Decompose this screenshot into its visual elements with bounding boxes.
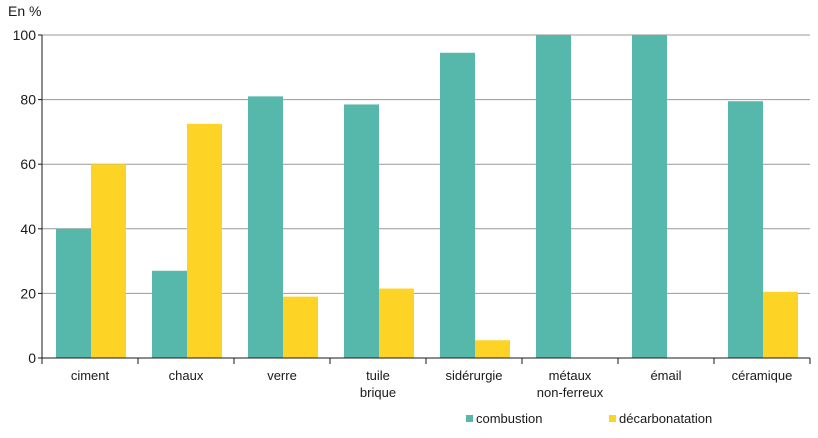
- x-category-label: non-ferreux: [537, 385, 604, 400]
- y-tick-label: 60: [20, 156, 36, 172]
- bar-décarbonatation: [283, 296, 318, 358]
- y-tick-label: 20: [20, 285, 36, 301]
- y-tick-label: 40: [20, 221, 36, 237]
- legend: combustion décarbonatation: [466, 411, 712, 426]
- y-tick-label: 0: [28, 350, 36, 366]
- x-category-label: métaux: [549, 368, 592, 383]
- y-axis-ticks: 0 20 40 60 80 100: [13, 27, 37, 366]
- bar-combustion: [728, 101, 763, 358]
- bars: [56, 35, 798, 359]
- x-category-label: verre: [267, 368, 297, 383]
- x-category-label: émail: [650, 368, 681, 383]
- bar-combustion: [632, 35, 667, 358]
- bar-combustion: [152, 270, 187, 358]
- bar-combustion: [344, 104, 379, 358]
- x-category-label: céramique: [732, 368, 793, 383]
- bar-combustion: [440, 52, 475, 358]
- x-category-label: brique: [360, 385, 396, 400]
- y-tick-label: 80: [20, 92, 36, 108]
- x-axis: [38, 34, 811, 364]
- x-category-label: ciment: [71, 368, 110, 383]
- x-category-label: chaux: [169, 368, 204, 383]
- legend-swatch-décarbonatation: [609, 415, 616, 422]
- grid-lines: [42, 34, 810, 294]
- bar-décarbonatation: [91, 164, 126, 358]
- bar-combustion: [56, 228, 91, 358]
- x-axis-categories: ciment chaux verre tuile brique sidérurgie mét…: [71, 368, 793, 400]
- y-unit-label: En %: [8, 3, 41, 19]
- bar-combustion: [248, 96, 283, 359]
- legend-label-décarbonatation: décarbonatation: [619, 411, 712, 426]
- y-tick-label: 100: [13, 27, 37, 43]
- bar-combustion: [536, 35, 571, 358]
- legend-swatch-combustion: [466, 415, 473, 422]
- bar-décarbonatation: [187, 123, 222, 358]
- bar-décarbonatation: [475, 340, 510, 358]
- bar-décarbonatation: [763, 291, 798, 358]
- x-category-label: tuile: [366, 368, 390, 383]
- bar-décarbonatation: [379, 288, 414, 358]
- legend-label-combustion: combustion: [476, 411, 542, 426]
- x-category-label: sidérurgie: [445, 368, 502, 383]
